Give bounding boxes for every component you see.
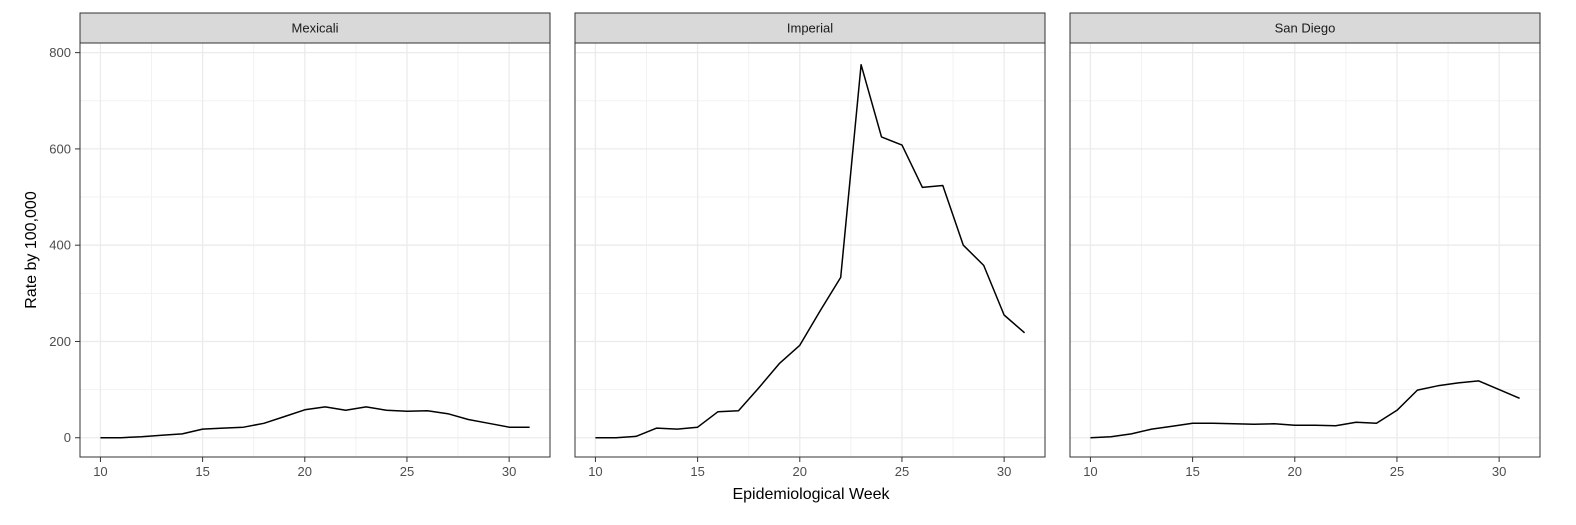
y-tick-label: 600: [49, 141, 71, 156]
x-tick-label: 20: [793, 464, 807, 479]
plot-area-mexicali: [80, 43, 550, 457]
strip-san-diego: [1069, 12, 1541, 44]
x-tick-label: 30: [1492, 464, 1506, 479]
strip-mexicali: [79, 12, 551, 44]
x-tick-label: 25: [1390, 464, 1404, 479]
plot-area-san-diego: [1070, 43, 1540, 457]
x-axis-title: Epidemiological Week: [732, 486, 890, 503]
x-tick-label: 10: [1083, 464, 1097, 479]
x-tick-label: 15: [690, 464, 704, 479]
x-tick-label: 30: [502, 464, 516, 479]
x-tick-label: 25: [400, 464, 414, 479]
y-tick-label: 400: [49, 238, 71, 253]
x-tick-label: 10: [93, 464, 107, 479]
strip-label-mexicali: Mexicali: [292, 21, 339, 36]
panel-border-imperial: [574, 42, 1046, 458]
series-line-san-diego: [1090, 380, 1520, 439]
panel-border-san-diego: [1069, 42, 1541, 458]
y-axis-title: Rate by 100,000: [23, 191, 40, 309]
x-tick-label: 20: [1288, 464, 1302, 479]
x-tick-label: 30: [997, 464, 1011, 479]
series-line-mexicali: [100, 406, 530, 439]
chart-panels: Mexicali 10 15 20 25 30 0 200 400 600 800 Imperial 1…: [49, 12, 1541, 479]
x-tick-label: 25: [895, 464, 909, 479]
x-tick-label: 20: [298, 464, 312, 479]
strip-label-san-diego: San Diego: [1275, 21, 1336, 36]
panel-mexicali: Mexicali 10 15 20 25 30 0 200 400 600 800: [49, 12, 551, 479]
panel-imperial: Imperial 10 15 20 25 30: [574, 12, 1046, 479]
panel-border-mexicali: [79, 42, 551, 458]
x-tick-label: 10: [588, 464, 602, 479]
strip-label-imperial: Imperial: [787, 21, 833, 36]
x-tick-label: 15: [195, 464, 209, 479]
series-line-imperial: [595, 63, 1026, 439]
y-tick-label: 200: [49, 334, 71, 349]
y-tick-label: 800: [49, 45, 71, 60]
plot-area-imperial: [575, 43, 1045, 457]
x-tick-label: 15: [1185, 464, 1199, 479]
panel-san-diego: San Diego 10 15 20 25 30: [1069, 12, 1541, 479]
y-tick-label: 0: [64, 430, 71, 445]
